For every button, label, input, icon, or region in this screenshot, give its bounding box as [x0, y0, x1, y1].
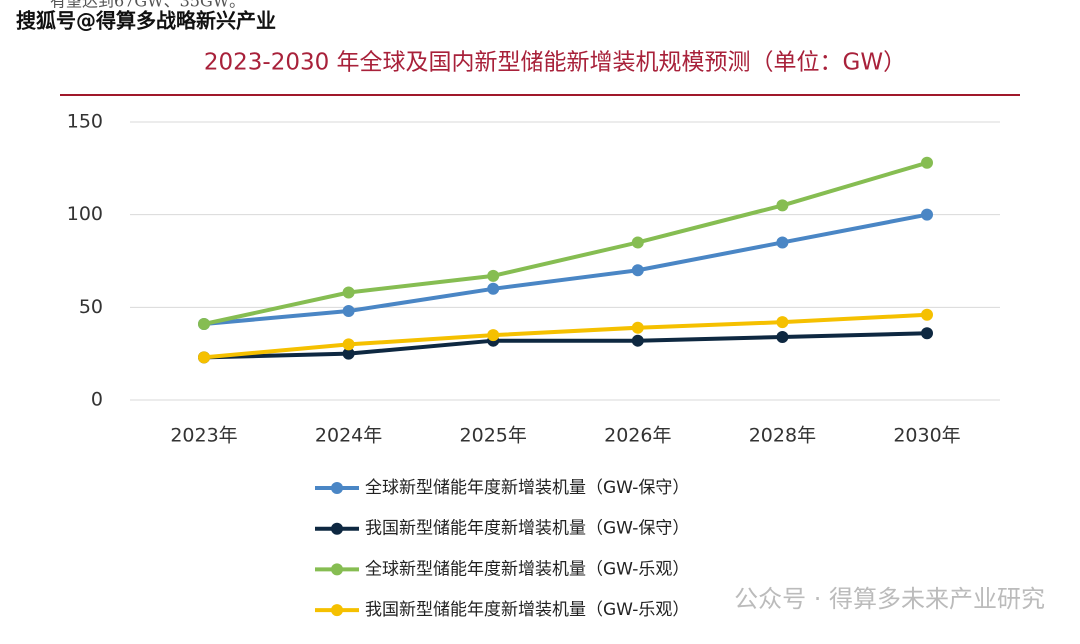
point [921, 327, 933, 340]
legend-marker [331, 563, 343, 576]
x-tick-label: 2028年 [749, 425, 816, 447]
x-tick-label: 2024年 [315, 425, 382, 447]
series-line [203, 312, 928, 360]
point [776, 330, 789, 343]
legend-label: 全球新型储能年度新增装机量（GW-乐观） [365, 559, 689, 579]
point [776, 236, 789, 249]
legend-label: 我国新型储能年度新增装机量（GW-乐观） [365, 600, 689, 620]
x-tick-label: 2026年 [604, 425, 671, 447]
point [198, 318, 210, 331]
point [198, 351, 210, 364]
point [487, 269, 500, 282]
series-line [203, 212, 928, 327]
point [342, 347, 355, 360]
chart-title: 2023-2030 年全球及国内新型储能新增装机规模预测（单位：GW） [204, 50, 906, 76]
legend-label: 我国新型储能年度新增装机量（GW-保守） [365, 519, 689, 539]
point [342, 305, 355, 318]
series-line [203, 160, 928, 326]
y-tick-label: 0 [91, 389, 103, 411]
point [631, 236, 644, 249]
series-line [203, 331, 928, 360]
point [631, 321, 644, 334]
x-tick-label: 2030年 [893, 425, 960, 447]
y-tick-label: 50 [79, 296, 103, 318]
point [487, 329, 500, 342]
top-text: 有望达到67GW、35GW。 [50, 0, 245, 11]
point [487, 282, 500, 295]
point [631, 264, 644, 277]
y-tick-label: 150 [67, 111, 103, 133]
point [776, 316, 789, 329]
footer-watermark: 公众号 · 得算多未来产业研究 [734, 585, 1045, 613]
point [776, 199, 789, 212]
x-tick-label: 2023年 [170, 425, 237, 447]
point [921, 308, 933, 321]
point [631, 334, 644, 347]
y-tick-label: 100 [67, 203, 103, 225]
watermark: 搜狐号@得算多战略新兴产业 [16, 9, 276, 33]
point [342, 338, 355, 351]
legend-marker [331, 522, 343, 535]
point [342, 286, 355, 299]
legend-label: 全球新型储能年度新增装机量（GW-保守） [365, 478, 689, 498]
legend-marker [331, 604, 343, 617]
legend-marker [331, 482, 343, 494]
point [921, 208, 933, 221]
point [921, 156, 933, 169]
x-tick-label: 2025年 [460, 425, 527, 447]
